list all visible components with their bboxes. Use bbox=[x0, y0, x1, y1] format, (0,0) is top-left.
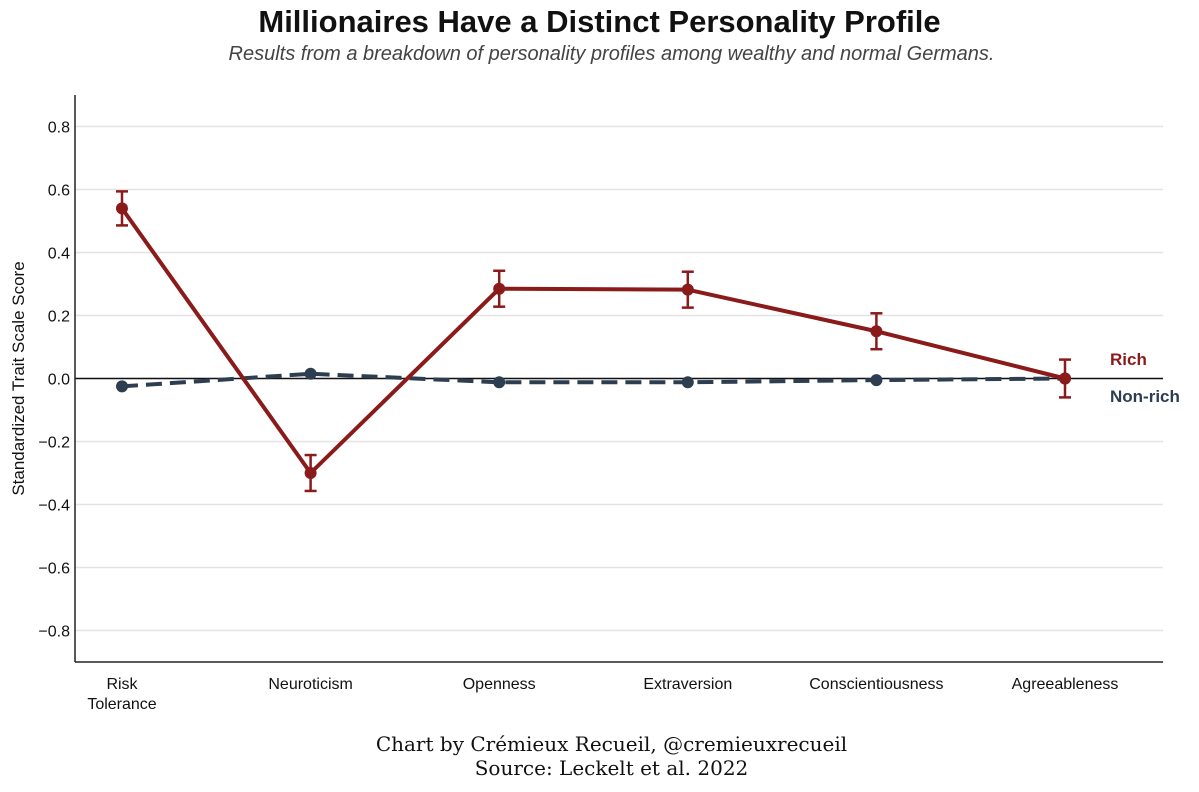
x-tick-label: Risk Tolerance bbox=[87, 676, 156, 713]
data-point-rich bbox=[870, 325, 883, 338]
data-point-non-rich bbox=[116, 380, 128, 393]
y-tick-label: 0.0 bbox=[48, 372, 70, 389]
x-tick-label: Openness bbox=[463, 676, 536, 693]
x-tick-label: Neuroticism bbox=[268, 676, 352, 693]
y-tick-label: −0.8 bbox=[38, 624, 70, 641]
source-line: Source: Leckelt et al. 2022 bbox=[474, 756, 749, 780]
data-point-non-rich bbox=[493, 376, 506, 389]
data-point-non-rich bbox=[870, 374, 883, 387]
data-point-rich bbox=[493, 282, 506, 295]
x-tick-label-line: Tolerance bbox=[87, 696, 156, 713]
data-point-non-rich bbox=[681, 376, 694, 389]
y-tick-label: 0.4 bbox=[48, 246, 70, 263]
x-tick-label: Agreeableness bbox=[1012, 676, 1119, 693]
chart-title: Millionaires Have a Distinct Personality… bbox=[258, 4, 941, 39]
y-tick-label: −0.6 bbox=[38, 561, 70, 578]
data-point-rich bbox=[304, 467, 317, 479]
x-tick-label: Conscientiousness bbox=[809, 676, 943, 693]
x-tick-label-line: Openness bbox=[463, 676, 536, 693]
y-tick-label: 0.2 bbox=[48, 309, 70, 326]
data-point-rich bbox=[116, 202, 128, 215]
y-tick-label: 0.8 bbox=[48, 120, 70, 137]
series-label-non-rich: Non-rich bbox=[1110, 387, 1180, 406]
x-tick-label-line: Risk bbox=[106, 676, 138, 693]
x-tick-label-line: Neuroticism bbox=[268, 676, 352, 693]
chart-subtitle: Results from a breakdown of personality … bbox=[228, 43, 995, 65]
data-point-rich bbox=[681, 283, 694, 296]
y-tick-label: −0.4 bbox=[38, 498, 70, 515]
x-tick-label-line: Agreeableness bbox=[1012, 676, 1119, 693]
series-line-non-rich bbox=[121, 371, 1066, 389]
credit-line: Chart by Crémieux Recueil, @cremieuxrecu… bbox=[375, 732, 848, 756]
series-line-rich bbox=[120, 207, 1066, 475]
x-tick-label-line: Extraversion bbox=[643, 676, 732, 693]
chart-credit: Chart by Crémieux Recueil, @cremieuxrecu… bbox=[12, 732, 1199, 780]
y-tick-label: 0.6 bbox=[48, 183, 70, 200]
y-tick-label: −0.2 bbox=[38, 435, 70, 452]
x-tick-label: Extraversion bbox=[643, 676, 732, 693]
x-tick-label-line: Conscientiousness bbox=[809, 676, 943, 693]
data-point-non-rich bbox=[304, 367, 317, 380]
y-axis-label: Standardized Trait Scale Score bbox=[9, 261, 28, 495]
series-label-rich: Rich bbox=[1110, 350, 1147, 369]
data-point-rich bbox=[1059, 372, 1071, 385]
